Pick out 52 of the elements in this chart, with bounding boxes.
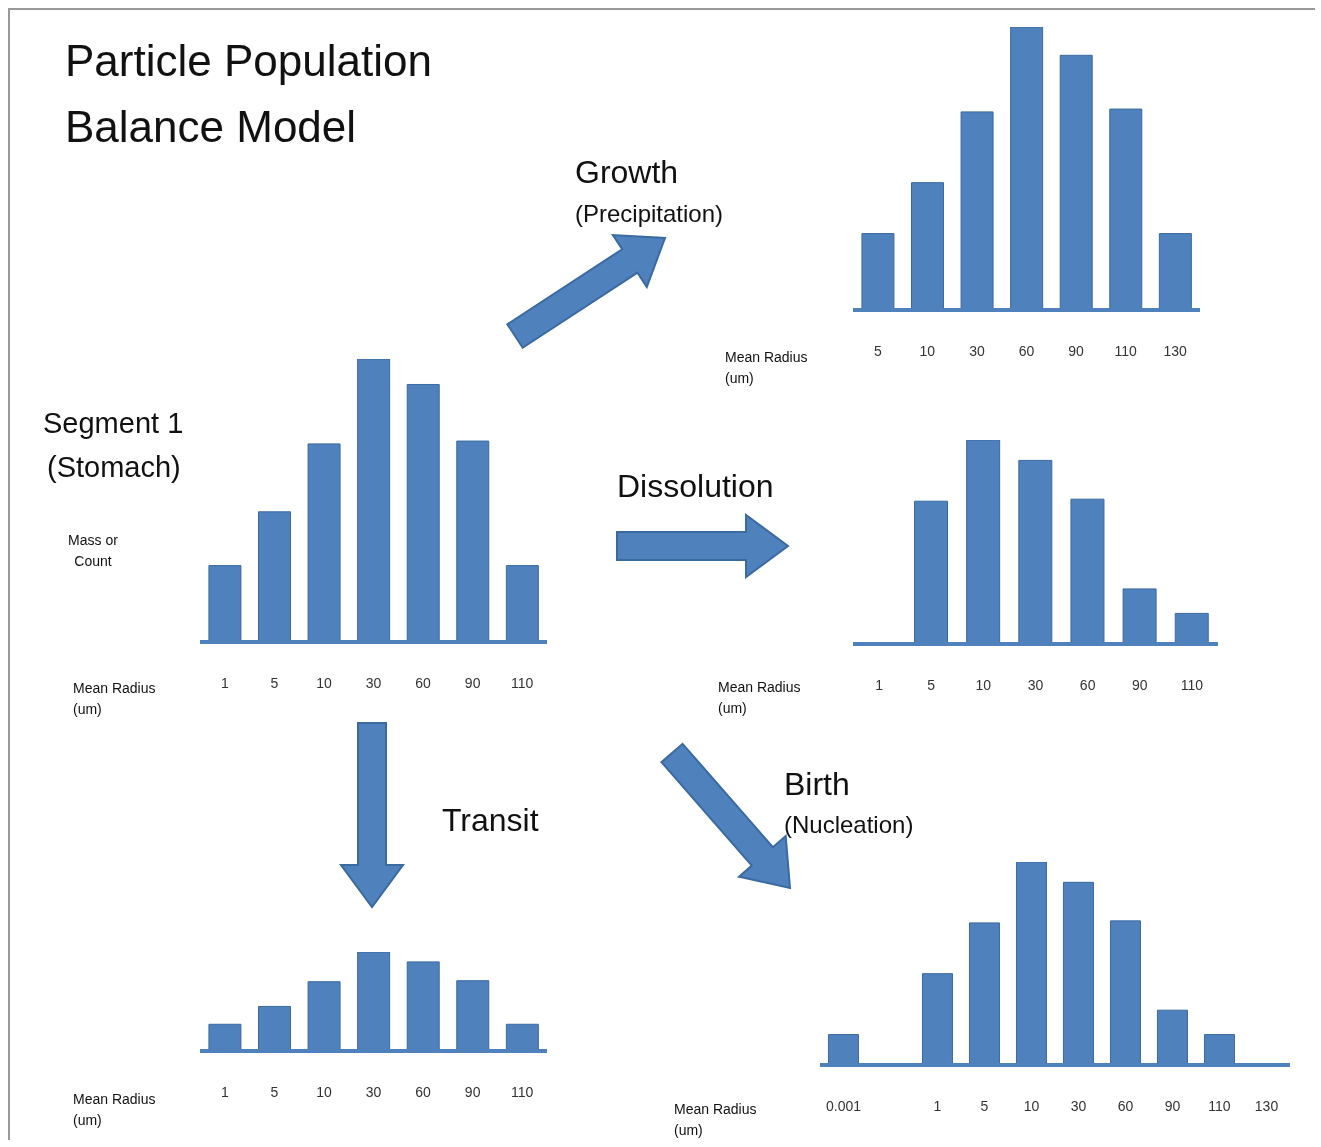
x-tick-label: 30: [365, 1083, 382, 1100]
chart-title: Particle Population Balance Model: [65, 35, 433, 153]
x-tick-label: 130: [1254, 1097, 1279, 1114]
x-tick-label: 60: [415, 674, 432, 691]
x-tick-label: 1: [220, 1083, 229, 1100]
x-tick-label: 5: [873, 342, 882, 359]
text: (Precipitation): [575, 199, 724, 229]
chart-subtitle: (Nucleation): [784, 810, 914, 840]
x-tick-label: 30: [1070, 1097, 1087, 1114]
x-tick-label: 10: [316, 674, 332, 691]
x-tick-label: 5: [270, 1083, 279, 1100]
x-tick-label: 60: [415, 1083, 432, 1100]
text: (Stomach): [47, 450, 181, 485]
x-tick-label: 110: [1180, 676, 1204, 693]
x-tick-label: 60: [1018, 342, 1035, 359]
x-tick-label: 90: [464, 1083, 481, 1100]
y-axis-title: Mass or Count: [68, 531, 118, 571]
x-tick-label: 10: [316, 1083, 332, 1100]
text: Growth: [575, 153, 679, 192]
x-tick-label: 30: [365, 674, 382, 691]
x-tick-label: 110: [1208, 1097, 1231, 1114]
x-tick-label: 0.001: [825, 1097, 862, 1114]
x-tick-label: 30: [1027, 676, 1044, 693]
text: Dissolution: [617, 467, 774, 506]
x-tick-label: 5: [270, 674, 279, 691]
x-tick-label: 130: [1163, 342, 1188, 359]
x-tick-label: 1: [933, 1097, 942, 1114]
text: Segment 1: [43, 406, 184, 441]
x-tick-label: 10: [919, 342, 936, 359]
x-tick-label: 60: [1117, 1097, 1134, 1114]
x-axis-title: Mean Radius (um): [718, 678, 802, 718]
x-axis-title: Mean Radius (um): [725, 348, 809, 388]
x-tick-label: 1: [220, 674, 229, 691]
x-tick-label: 90: [464, 674, 481, 691]
chart-title: Transit: [442, 801, 539, 840]
x-tick-label: 30: [969, 342, 985, 359]
chart-title: Birth: [784, 765, 850, 804]
x-tick-label: 10: [1023, 1097, 1040, 1114]
x-axis-title: Mean Radius (um): [674, 1100, 758, 1140]
x-axis-title: Mean Radius (um): [73, 1090, 157, 1130]
x-tick-label: 60: [1079, 676, 1096, 693]
x-tick-label: 5: [980, 1097, 989, 1114]
x-tick-label: 10: [975, 676, 992, 693]
x-tick-label: 110: [511, 674, 534, 691]
x-tick-label: 90: [1132, 676, 1148, 693]
x-tick-label: 110: [1114, 342, 1138, 359]
x-tick-label: 90: [1164, 1097, 1181, 1114]
x-tick-label: 90: [1068, 342, 1085, 359]
x-tick-label: 5: [927, 676, 936, 693]
x-tick-label: 1: [875, 676, 884, 693]
x-axis-title: Mean Radius (um): [73, 679, 157, 719]
x-tick-label: 110: [511, 1083, 534, 1100]
